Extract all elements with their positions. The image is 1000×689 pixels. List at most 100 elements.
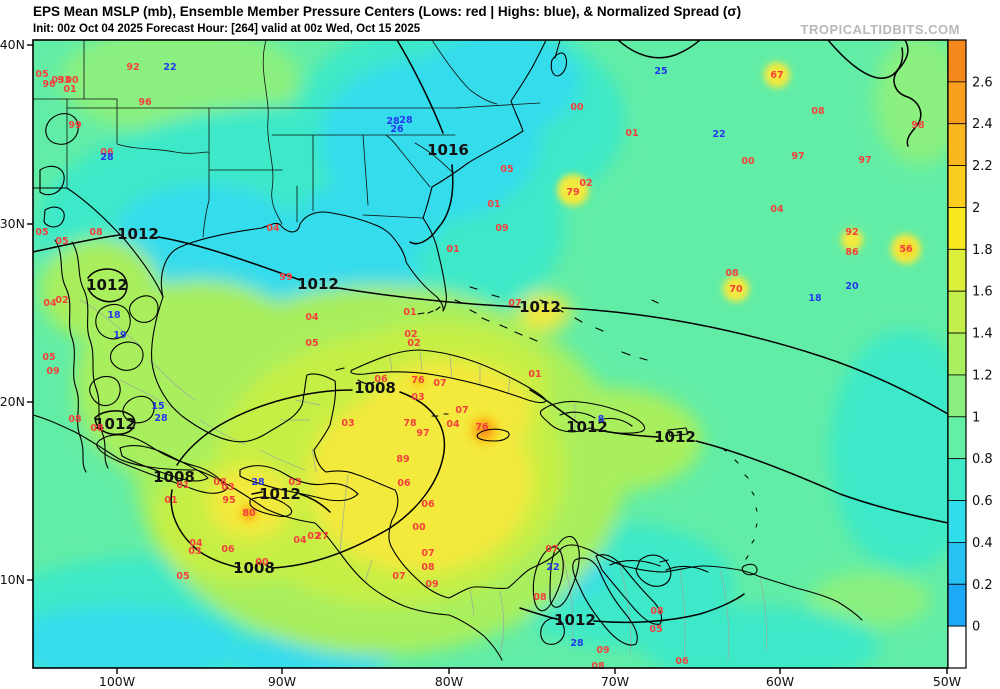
colorbar-segment: [947, 248, 967, 292]
x-tick-label: 70W: [601, 674, 629, 689]
low-center: 97: [858, 155, 871, 166]
colorbar-label: 1: [972, 410, 980, 425]
low-center: 01: [528, 369, 541, 380]
colorbar-segment: [947, 500, 967, 543]
low-center: 03: [188, 546, 201, 557]
low-center: 01: [446, 244, 459, 255]
low-center: 01: [176, 480, 189, 491]
low-center: 00: [412, 522, 426, 533]
colorbar-segment: [947, 416, 967, 460]
low-center: 02: [55, 295, 68, 306]
longitude-axis: 100W 90W 80W 70W 60W 50W: [99, 668, 961, 689]
init-valid-line: Init: 00z Oct 04 2025 Forecast Hour: [26…: [33, 23, 421, 35]
high-center: 28: [386, 116, 400, 127]
low-center: 03: [221, 482, 234, 493]
low-center: 00: [570, 102, 584, 113]
colorbar-segment: [947, 81, 967, 125]
colorbar-label: 1.4: [972, 327, 993, 342]
colorbar-label: 2.6: [972, 75, 993, 90]
low-center: 79: [566, 187, 579, 198]
low-center: 76: [411, 375, 425, 386]
low-center: 07: [508, 298, 521, 309]
low-center: 01: [63, 84, 76, 95]
low-center: 02: [579, 178, 592, 189]
low-center: 07: [433, 378, 446, 389]
colorbar-segment: [947, 290, 967, 334]
low-center: 08: [421, 562, 435, 573]
low-center: 06: [100, 147, 114, 158]
low-center: 03: [411, 392, 424, 403]
low-center: 03: [51, 75, 64, 86]
low-center: 09: [596, 645, 609, 656]
colorbar-label: 0.4: [972, 536, 993, 551]
low-center: 09: [46, 366, 59, 377]
contour-label: 1008: [153, 468, 195, 486]
low-center: 05: [55, 236, 68, 247]
low-center: 56: [899, 244, 913, 255]
low-center: 06: [397, 478, 411, 489]
low-center: 98: [911, 120, 925, 131]
low-center: 02: [407, 338, 420, 349]
y-tick-label: 20N: [0, 394, 25, 409]
contour-label: 1016: [427, 141, 469, 159]
low-center: 92: [845, 227, 858, 238]
low-center: 97: [416, 428, 429, 439]
low-center: 05: [35, 69, 48, 80]
colorbar-label: 1.2: [972, 368, 993, 383]
colorbar-border: [947, 39, 967, 669]
high-center: 28: [154, 413, 168, 424]
low-center: 06: [221, 544, 235, 555]
low-center: 04: [305, 312, 319, 323]
watermark: TROPICALTIDBITS.COM: [800, 22, 960, 37]
colorbar-segment: [947, 39, 967, 83]
colorbar-segment: [947, 123, 967, 166]
low-center: 06: [675, 656, 689, 667]
contour-label: 1012: [86, 276, 128, 294]
low-center: 08: [650, 606, 664, 617]
contour-label: 1012: [259, 485, 301, 503]
low-center: 07: [545, 544, 558, 555]
colorbar-segment: [947, 207, 967, 250]
high-center: 22: [546, 562, 559, 573]
contour-label: 1012: [117, 225, 159, 243]
mslp-contours: [33, 40, 948, 624]
low-center: 07: [421, 548, 434, 559]
contour-label: 1012: [297, 275, 339, 293]
high-center: 26: [390, 124, 404, 135]
colorbar-label: 1.8: [972, 243, 993, 258]
low-center: 05: [35, 227, 48, 238]
high-center: 19: [113, 330, 126, 341]
contour-labels: 1016 1012 1012 1012 1012 1012 1008 1008 1012 1008…: [86, 141, 696, 629]
high-center: 8: [598, 414, 605, 425]
high-center: 20: [845, 281, 859, 292]
contour-label: 1012: [519, 298, 561, 316]
high-center: 22: [163, 62, 176, 73]
low-center: 08: [90, 423, 104, 434]
high-center: 15: [151, 401, 164, 412]
low-center: 00: [255, 557, 269, 568]
low-center: 01: [487, 199, 500, 210]
colorbar-label: 2.2: [972, 159, 993, 174]
geography: [33, 40, 863, 661]
high-center: 18: [808, 293, 822, 304]
y-tick-label: 10N: [0, 572, 25, 587]
high-center: 25: [654, 66, 667, 77]
contour-label: 1012: [654, 428, 696, 446]
low-center: 27: [315, 531, 328, 542]
low-center: 02: [307, 531, 320, 542]
low-center: 78: [403, 418, 417, 429]
x-tick-label: 100W: [99, 674, 135, 689]
low-center: 96: [138, 97, 152, 108]
high-center: 28: [570, 638, 584, 649]
low-center: 03: [288, 477, 301, 488]
low-center: 08: [725, 268, 739, 279]
x-tick-label: 90W: [268, 674, 296, 689]
low-center: 09: [425, 579, 438, 590]
low-center: 05: [42, 352, 55, 363]
low-center: 02: [404, 329, 417, 340]
low-center: 99: [279, 272, 292, 283]
